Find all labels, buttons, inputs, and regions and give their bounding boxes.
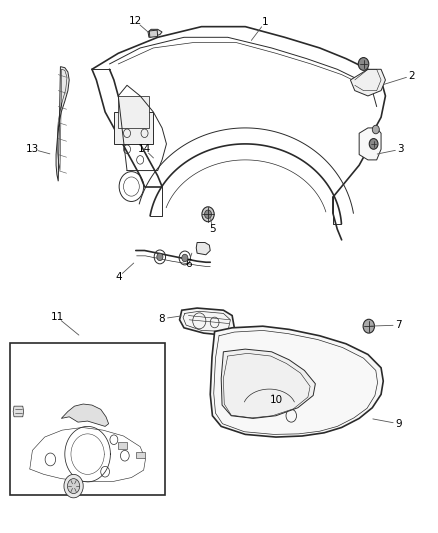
Polygon shape <box>221 349 315 418</box>
Circle shape <box>372 125 379 134</box>
Polygon shape <box>61 404 109 426</box>
Circle shape <box>64 474 83 498</box>
Text: 6: 6 <box>185 259 192 269</box>
Bar <box>10 343 165 495</box>
Polygon shape <box>56 67 69 181</box>
Polygon shape <box>13 406 24 417</box>
Polygon shape <box>114 112 153 144</box>
Polygon shape <box>359 128 381 160</box>
Polygon shape <box>148 29 162 37</box>
Text: 7: 7 <box>395 320 402 330</box>
Text: 5: 5 <box>209 224 216 234</box>
Text: 1: 1 <box>261 18 268 27</box>
Circle shape <box>369 139 378 149</box>
Circle shape <box>157 253 163 261</box>
Text: 3: 3 <box>397 144 404 154</box>
Bar <box>136 452 145 458</box>
Text: 13: 13 <box>26 144 39 154</box>
Text: 8: 8 <box>159 314 166 324</box>
Text: 4: 4 <box>115 272 122 282</box>
Circle shape <box>202 207 214 222</box>
Text: 14: 14 <box>138 144 151 154</box>
Bar <box>118 442 127 449</box>
Circle shape <box>67 479 80 494</box>
Text: 2: 2 <box>408 71 415 80</box>
Polygon shape <box>210 326 383 437</box>
Polygon shape <box>350 69 385 96</box>
Circle shape <box>363 319 374 333</box>
Polygon shape <box>180 308 234 336</box>
Text: 12: 12 <box>129 17 142 26</box>
Circle shape <box>358 58 369 70</box>
Text: 11: 11 <box>50 312 64 322</box>
Circle shape <box>205 210 212 219</box>
Bar <box>149 30 158 37</box>
Polygon shape <box>196 243 210 255</box>
Text: 10: 10 <box>269 395 283 405</box>
Polygon shape <box>23 424 151 485</box>
Text: 9: 9 <box>395 419 402 429</box>
Circle shape <box>182 254 188 262</box>
Polygon shape <box>118 96 149 128</box>
